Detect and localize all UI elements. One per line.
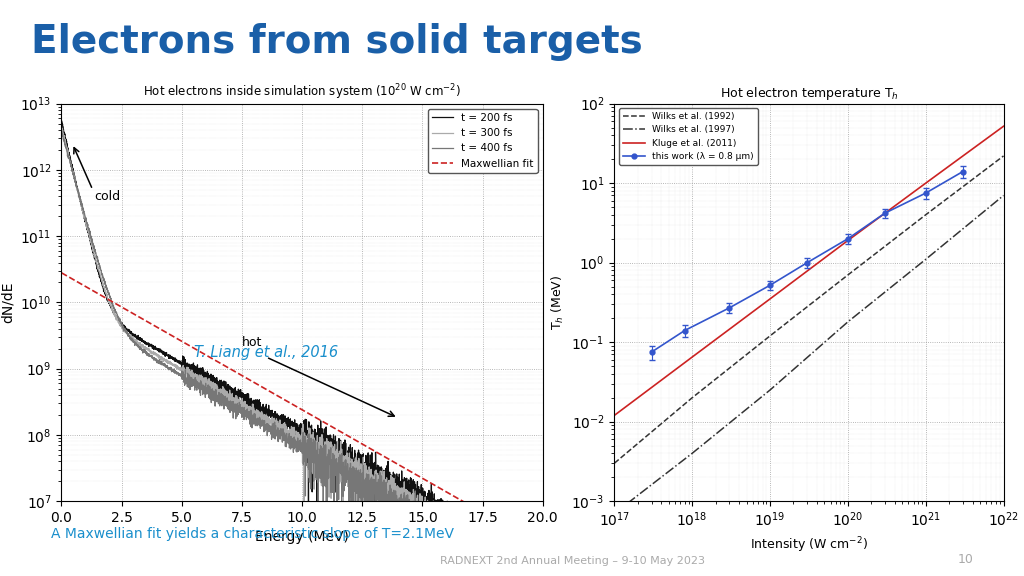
Line: t = 400 fs: t = 400 fs	[61, 131, 543, 576]
t = 300 fs	[111, 312, 123, 319]
Wilks et al. (1992)	[686, 394, 698, 401]
Title: Hot electron temperature T$_h$: Hot electron temperature T$_h$	[720, 85, 898, 102]
t = 200 fs	[139, 340, 152, 347]
Kluge et al. (2011)	[997, 123, 1010, 130]
Maxwellian fit	[261, 386, 273, 393]
t = 200 fs	[537, 567, 549, 574]
this work (λ = 0.8 μm)	[679, 327, 691, 334]
t = 400 fs	[475, 555, 487, 562]
t = 200 fs	[475, 530, 487, 537]
Wilks et al. (1997)	[997, 192, 1010, 199]
t = 300 fs	[55, 123, 68, 130]
t = 400 fs	[527, 574, 540, 576]
this work (λ = 0.8 μm)	[842, 235, 854, 242]
Text: Electrons from solid targets: Electrons from solid targets	[31, 23, 642, 61]
Kluge et al. (2011)	[842, 237, 854, 244]
Wilks et al. (1992)	[764, 332, 776, 339]
Title: Hot electrons inside simulation system (10$^{20}$ W cm$^{-2}$): Hot electrons inside simulation system (…	[143, 83, 461, 103]
t = 400 fs	[537, 574, 549, 576]
t = 300 fs	[527, 571, 540, 576]
Wilks et al. (1997)	[608, 510, 621, 517]
Line: Maxwellian fit: Maxwellian fit	[61, 273, 543, 547]
Text: cold: cold	[94, 190, 120, 203]
Kluge et al. (2011)	[608, 412, 621, 419]
Maxwellian fit	[240, 374, 252, 381]
t = 400 fs	[55, 129, 68, 136]
t = 400 fs	[139, 348, 152, 355]
Text: 10: 10	[957, 552, 974, 566]
this work (λ = 0.8 μm)	[956, 168, 969, 175]
t = 400 fs	[55, 128, 68, 135]
t = 400 fs	[261, 425, 273, 432]
Wilks et al. (1997)	[686, 450, 698, 457]
Y-axis label: T$_h$ (MeV): T$_h$ (MeV)	[550, 275, 566, 330]
Wilks et al. (1997)	[764, 386, 776, 393]
t = 200 fs	[55, 118, 68, 124]
X-axis label: Energy (MeV): Energy (MeV)	[255, 530, 349, 544]
Wilks et al. (1992)	[608, 460, 621, 467]
Line: Wilks et al. (1997): Wilks et al. (1997)	[614, 195, 1004, 513]
t = 300 fs	[139, 343, 152, 350]
Text: RADNEXT 2nd Annual Meeting – 9-10 May 2023: RADNEXT 2nd Annual Meeting – 9-10 May 20…	[440, 556, 706, 566]
Wilks et al. (1992)	[920, 211, 932, 218]
Y-axis label: dN/dE: dN/dE	[1, 282, 14, 323]
Line: this work (λ = 0.8 μm): this work (λ = 0.8 μm)	[649, 169, 966, 354]
Kluge et al. (2011)	[686, 354, 698, 361]
Maxwellian fit	[111, 301, 123, 308]
this work (λ = 0.8 μm)	[879, 210, 891, 217]
Text: T. Liang et al., 2016: T. Liang et al., 2016	[194, 345, 338, 360]
Kluge et al. (2011)	[764, 295, 776, 302]
Maxwellian fit	[475, 509, 487, 516]
Maxwellian fit	[537, 543, 549, 550]
Kluge et al. (2011)	[920, 180, 932, 187]
t = 400 fs	[240, 407, 252, 414]
Legend: t = 200 fs, t = 300 fs, t = 400 fs, Maxwellian fit: t = 200 fs, t = 300 fs, t = 400 fs, Maxw…	[428, 109, 538, 173]
Text: A Maxwellian fit yields a characteristic slope of T=2.1MeV: A Maxwellian fit yields a characteristic…	[51, 527, 455, 541]
Text: hot: hot	[242, 336, 262, 349]
this work (λ = 0.8 μm)	[920, 190, 932, 196]
t = 200 fs	[111, 314, 123, 321]
this work (λ = 0.8 μm)	[764, 282, 776, 289]
this work (λ = 0.8 μm)	[801, 259, 813, 266]
Line: t = 200 fs: t = 200 fs	[61, 121, 543, 576]
Legend: Wilks et al. (1992), Wilks et al. (1997), Kluge et al. (2011), this work (λ = 0.: Wilks et al. (1992), Wilks et al. (1997)…	[618, 108, 758, 165]
t = 400 fs	[111, 309, 123, 316]
Wilks et al. (1997)	[842, 319, 854, 325]
t = 200 fs	[240, 400, 252, 407]
Line: Kluge et al. (2011): Kluge et al. (2011)	[614, 126, 1004, 415]
Wilks et al. (1992)	[997, 153, 1010, 160]
Maxwellian fit	[139, 317, 152, 324]
Wilks et al. (1997)	[920, 256, 932, 263]
t = 200 fs	[261, 408, 273, 415]
this work (λ = 0.8 μm)	[723, 304, 735, 311]
t = 300 fs	[475, 537, 487, 544]
Maxwellian fit	[527, 538, 540, 545]
this work (λ = 0.8 μm)	[645, 348, 657, 355]
X-axis label: Intensity (W cm$^{-2}$): Intensity (W cm$^{-2}$)	[750, 535, 868, 555]
Line: t = 300 fs: t = 300 fs	[61, 127, 543, 576]
t = 300 fs	[240, 401, 252, 408]
Maxwellian fit	[55, 270, 68, 276]
Wilks et al. (1992)	[842, 271, 854, 278]
t = 200 fs	[527, 565, 540, 572]
Line: Wilks et al. (1992): Wilks et al. (1992)	[614, 156, 1004, 463]
t = 300 fs	[261, 414, 273, 420]
